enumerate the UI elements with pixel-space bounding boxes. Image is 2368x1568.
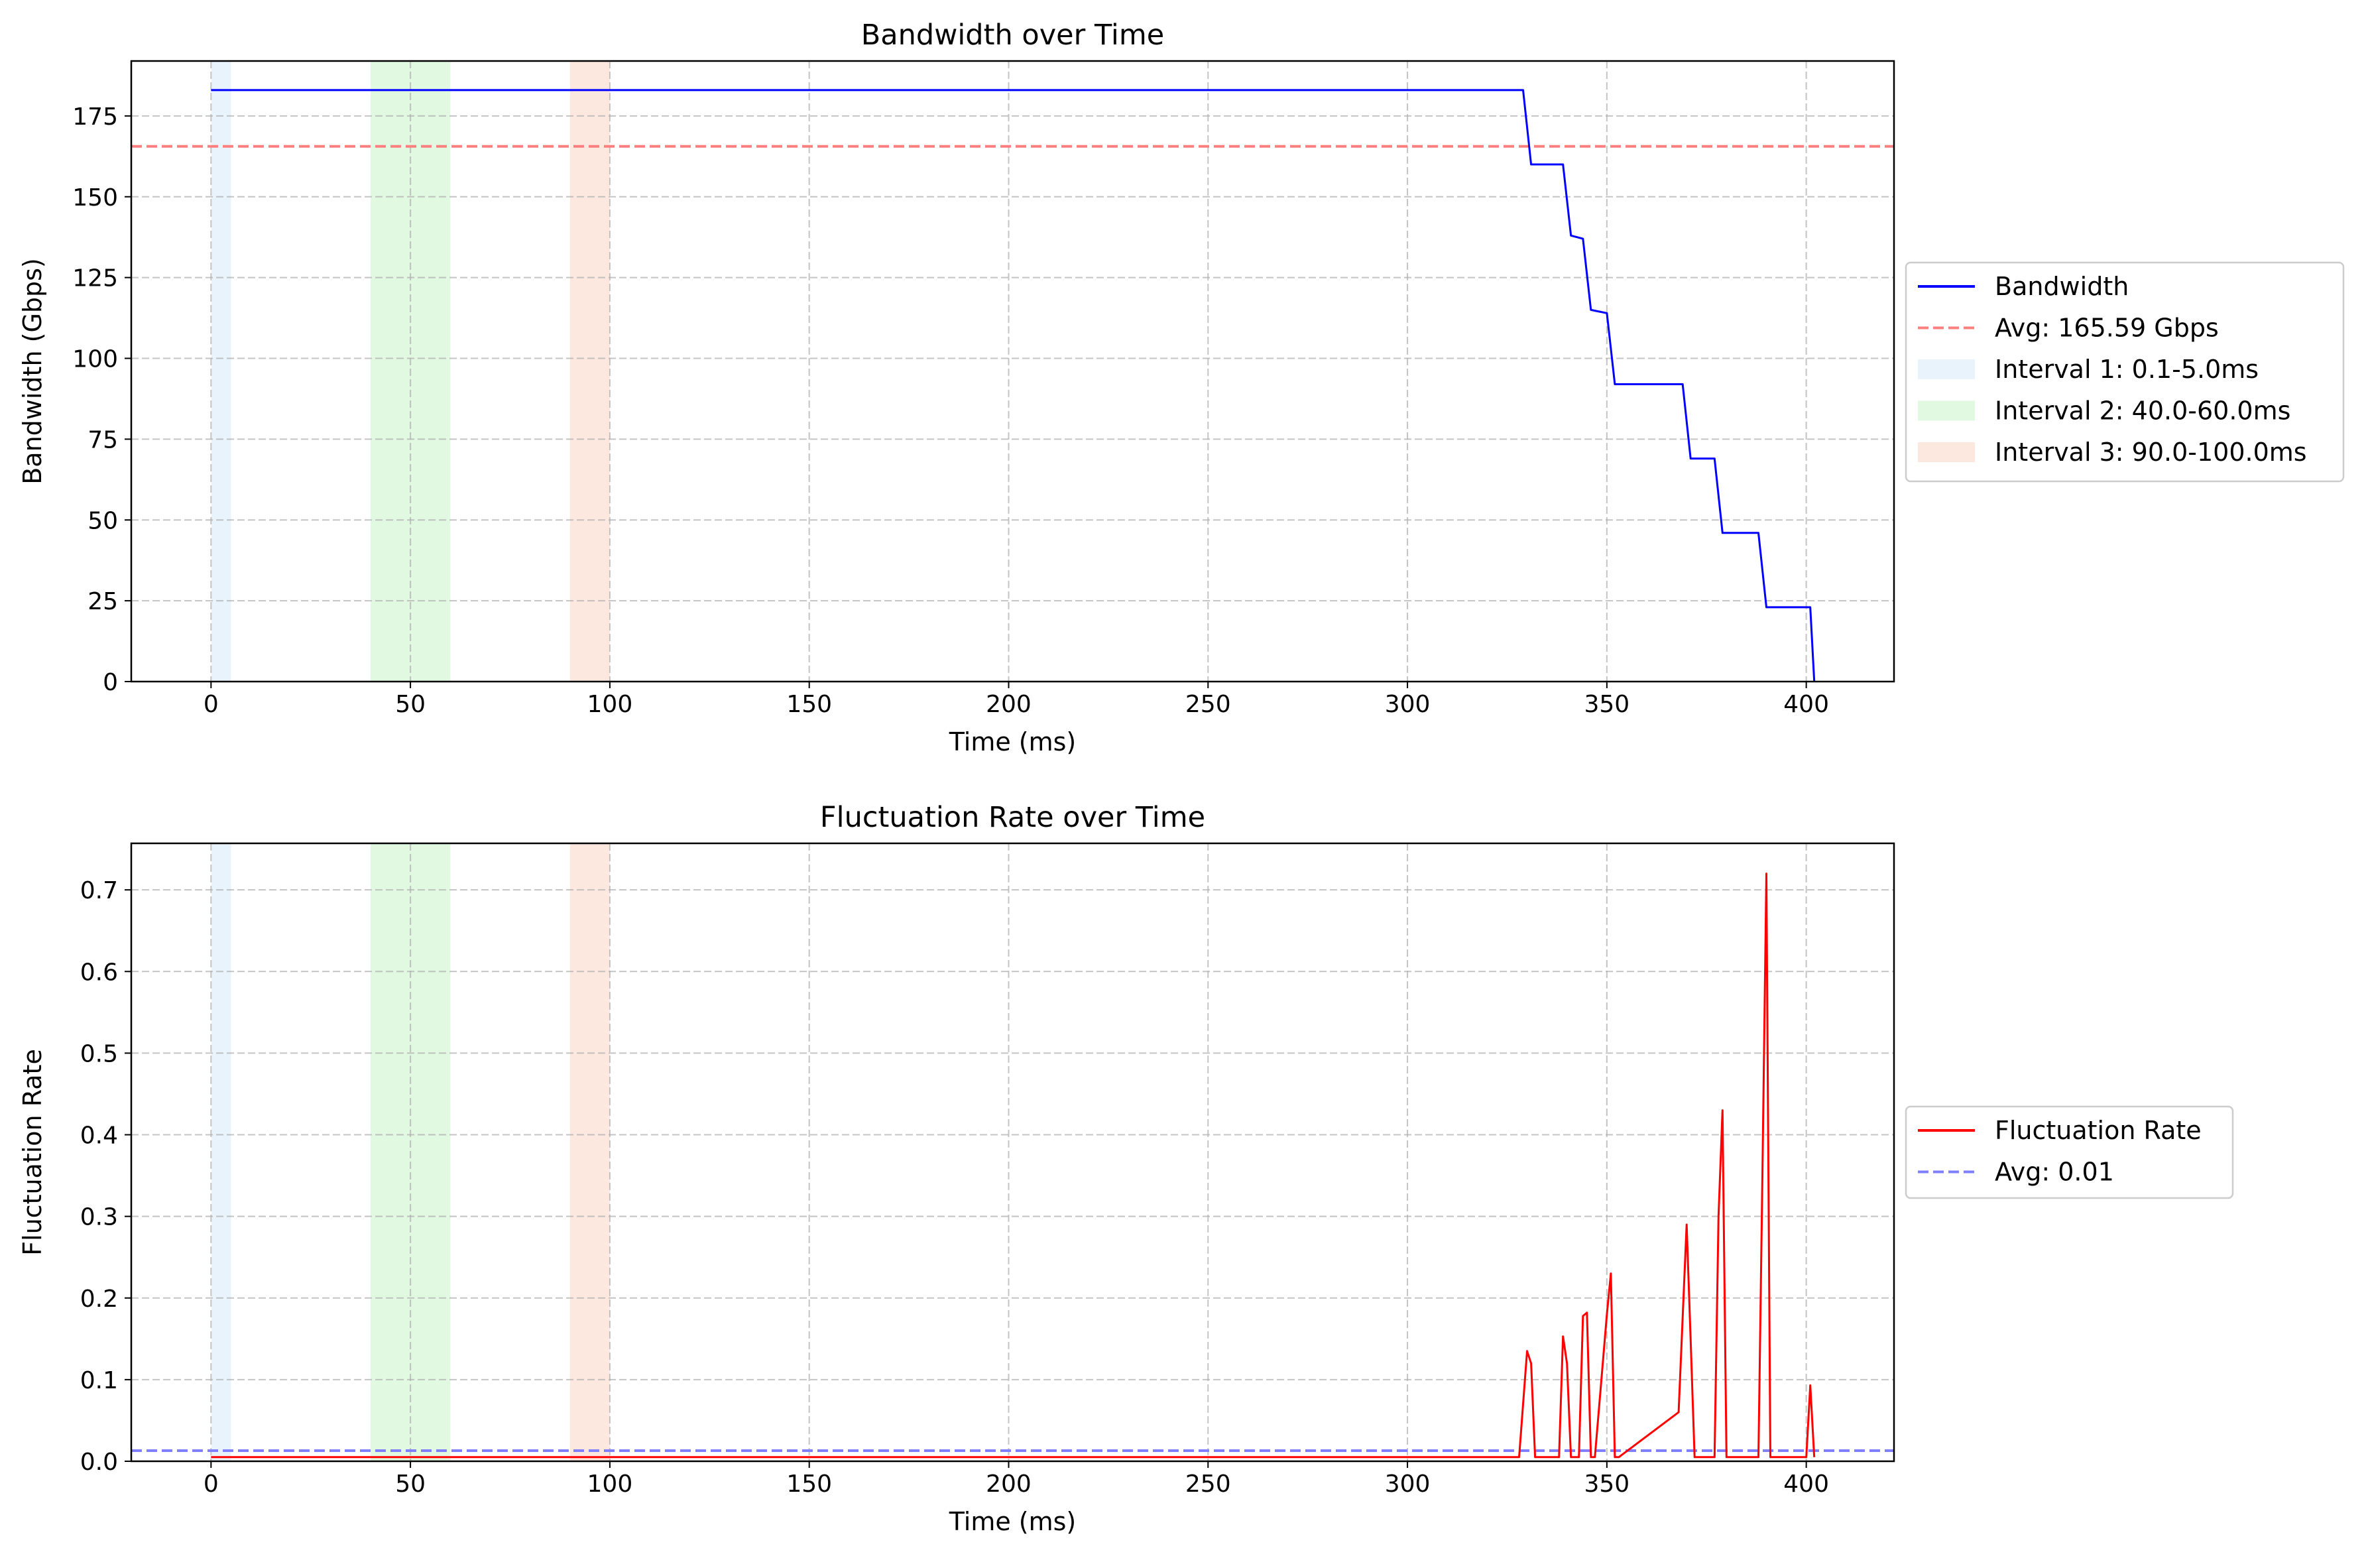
legend-patch-swatch: [1918, 442, 1975, 462]
y-tick-label: 0.2: [80, 1286, 118, 1313]
x-tick-label: 50: [395, 691, 426, 718]
x-tick-label: 350: [1584, 1471, 1630, 1498]
x-tick-label: 300: [1385, 1471, 1431, 1498]
legend-label: Avg: 165.59 Gbps: [1995, 314, 2219, 343]
y-tick-label: 50: [88, 507, 118, 534]
x-tick-label: 100: [587, 691, 633, 718]
x-tick-label: 150: [786, 691, 832, 718]
y-tick-label: 0.5: [80, 1040, 118, 1067]
y-tick-label: 0.6: [80, 959, 118, 986]
y-axis-label: Bandwidth (Gbps): [18, 258, 47, 485]
y-tick-label: 0.4: [80, 1122, 118, 1150]
legend: Bandwidth Avg: 165.59 Gbps Interval 1: 0.1…: [1905, 261, 2345, 483]
legend-box: [1905, 261, 2345, 483]
x-tick-label: 350: [1584, 691, 1630, 718]
y-axis-label: Fluctuation Rate: [18, 1049, 47, 1256]
y-tick-label: 25: [88, 588, 118, 615]
legend-label: Bandwidth: [1995, 272, 2129, 301]
x-axis-label: Time (ms): [949, 1507, 1077, 1536]
interval-band-1: [211, 843, 231, 1461]
y-tick-label: 125: [72, 265, 118, 292]
fluctuation-chart: 0 50 100 150 200 250 300 350 400 0.0 0.1 0.2 0.3 0.4 0…: [18, 801, 2234, 1536]
x-tick-label: 250: [1185, 1471, 1231, 1498]
x-tick-label: 50: [395, 1471, 426, 1498]
chart-title: Fluctuation Rate over Time: [820, 801, 1205, 834]
interval-band-1: [211, 61, 231, 682]
y-tick-label: 75: [88, 426, 118, 453]
x-tick-label: 150: [786, 1471, 832, 1498]
y-tick-label: 0.0: [80, 1449, 118, 1476]
legend-label: Avg: 0.01: [1995, 1158, 2114, 1187]
plot-frame: [130, 60, 1895, 683]
interval-band-3: [569, 843, 610, 1461]
legend-label: Interval 3: 90.0-100.0ms: [1995, 438, 2307, 467]
x-tick-label: 250: [1185, 691, 1231, 718]
legend-patch-swatch: [1918, 359, 1975, 379]
legend-label: Fluctuation Rate: [1995, 1116, 2202, 1145]
y-tick-label: 0.7: [80, 877, 118, 904]
x-tick-label: 400: [1783, 1471, 1829, 1498]
legend-label: Interval 2: 40.0-60.0ms: [1995, 396, 2290, 426]
x-tick-label: 0: [204, 1471, 219, 1498]
x-tick-label: 200: [986, 1471, 1032, 1498]
interval-band-3: [569, 61, 610, 682]
y-tick-label: 150: [72, 184, 118, 211]
series-line: [211, 89, 1816, 682]
legend: Fluctuation Rate Avg: 0.01: [1905, 1105, 2234, 1199]
y-tick-label: 0: [103, 669, 118, 696]
bandwidth-chart: 0 50 100 150 200 250 300 350 400 0 25 50 75 100 125 150…: [18, 19, 2345, 756]
plot-frame: [130, 842, 1895, 1463]
legend-patch-swatch: [1918, 400, 1975, 421]
x-tick-label: 400: [1783, 691, 1829, 718]
x-tick-label: 200: [986, 691, 1032, 718]
x-tick-label: 0: [204, 691, 219, 718]
y-tick-label: 0.3: [80, 1204, 118, 1231]
y-tick-label: 175: [72, 103, 118, 131]
legend-label: Interval 1: 0.1-5.0ms: [1995, 355, 2259, 384]
chart-title: Bandwidth over Time: [861, 19, 1164, 52]
x-tick-label: 300: [1385, 691, 1431, 718]
series-line: [211, 873, 1816, 1459]
y-tick-label: 0.1: [80, 1367, 118, 1394]
x-axis-label: Time (ms): [949, 727, 1077, 756]
x-tick-label: 100: [587, 1471, 633, 1498]
legend-box: [1905, 1105, 2234, 1199]
y-tick-label: 100: [72, 346, 118, 373]
